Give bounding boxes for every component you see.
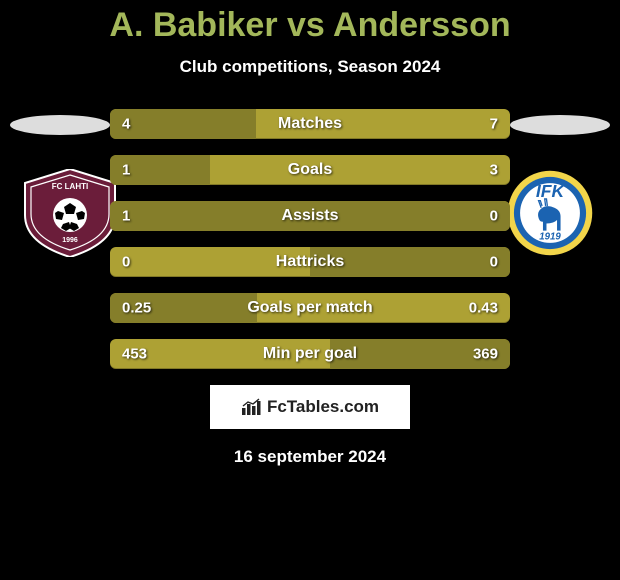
stat-bar-track: 4 7 Matches <box>110 109 510 139</box>
stat-bar-fill-left <box>110 109 256 139</box>
stat-value-left: 1 <box>122 208 130 225</box>
stat-label: Matches <box>278 115 342 133</box>
stat-row: 1 0 Assists <box>110 201 510 231</box>
footer-brand-text: FcTables.com <box>267 397 379 417</box>
stat-bar-track: 453 369 Min per goal <box>110 339 510 369</box>
stat-value-left: 453 <box>122 346 147 363</box>
crest-left-year: 1996 <box>62 237 78 244</box>
team-crest-left: FC LAHTI 1996 <box>20 169 120 257</box>
svg-text:FC LAHTI: FC LAHTI <box>52 182 88 191</box>
stat-value-right: 0 <box>490 208 498 225</box>
footer-date: 16 september 2024 <box>0 447 620 467</box>
footer-brand-box: FcTables.com <box>210 385 410 429</box>
stat-value-left: 0.25 <box>122 300 151 317</box>
stat-value-left: 0 <box>122 254 130 271</box>
stat-bar-track: 1 3 Goals <box>110 155 510 185</box>
comparison-subtitle: Club competitions, Season 2024 <box>0 57 620 77</box>
stat-bar-track: 0 0 Hattricks <box>110 247 510 277</box>
stat-value-right: 0 <box>490 254 498 271</box>
stat-value-right: 7 <box>490 116 498 133</box>
stat-bar-track: 0.25 0.43 Goals per match <box>110 293 510 323</box>
comparison-title: A. Babiker vs Andersson <box>0 0 620 45</box>
comparison-stage: FC LAHTI 1996 IFK 1919 47Matches13Goals1… <box>0 109 620 369</box>
stat-label: Goals per match <box>247 299 372 317</box>
stat-label: Goals <box>288 161 332 179</box>
stat-value-right: 0.43 <box>469 300 498 317</box>
stat-label: Hattricks <box>276 253 344 271</box>
svg-text:IFK: IFK <box>536 181 566 201</box>
stat-label: Assists <box>282 207 339 225</box>
stat-row: 0.25 0.43 Goals per match <box>110 293 510 323</box>
stat-bar-track: 1 0 Assists <box>110 201 510 231</box>
stat-row: 453 369 Min per goal <box>110 339 510 369</box>
stat-bars: 4 7 Matches 1 3 Goals 1 0 Assists 0 0 Hattricks 0.25… <box>110 109 510 369</box>
stat-row: 4 7 Matches <box>110 109 510 139</box>
stat-value-left: 4 <box>122 116 130 133</box>
stat-row: 1 3 Goals <box>110 155 510 185</box>
team-crest-right: IFK 1919 <box>500 169 600 257</box>
player-shadow-left <box>10 115 110 135</box>
stat-value-right: 3 <box>490 162 498 179</box>
crest-right-year: 1919 <box>539 231 561 242</box>
stat-label: Min per goal <box>263 345 357 363</box>
stat-value-left: 1 <box>122 162 130 179</box>
stat-row: 0 0 Hattricks <box>110 247 510 277</box>
player-shadow-right <box>510 115 610 135</box>
bar-chart-icon <box>241 398 263 416</box>
stat-value-right: 369 <box>473 346 498 363</box>
